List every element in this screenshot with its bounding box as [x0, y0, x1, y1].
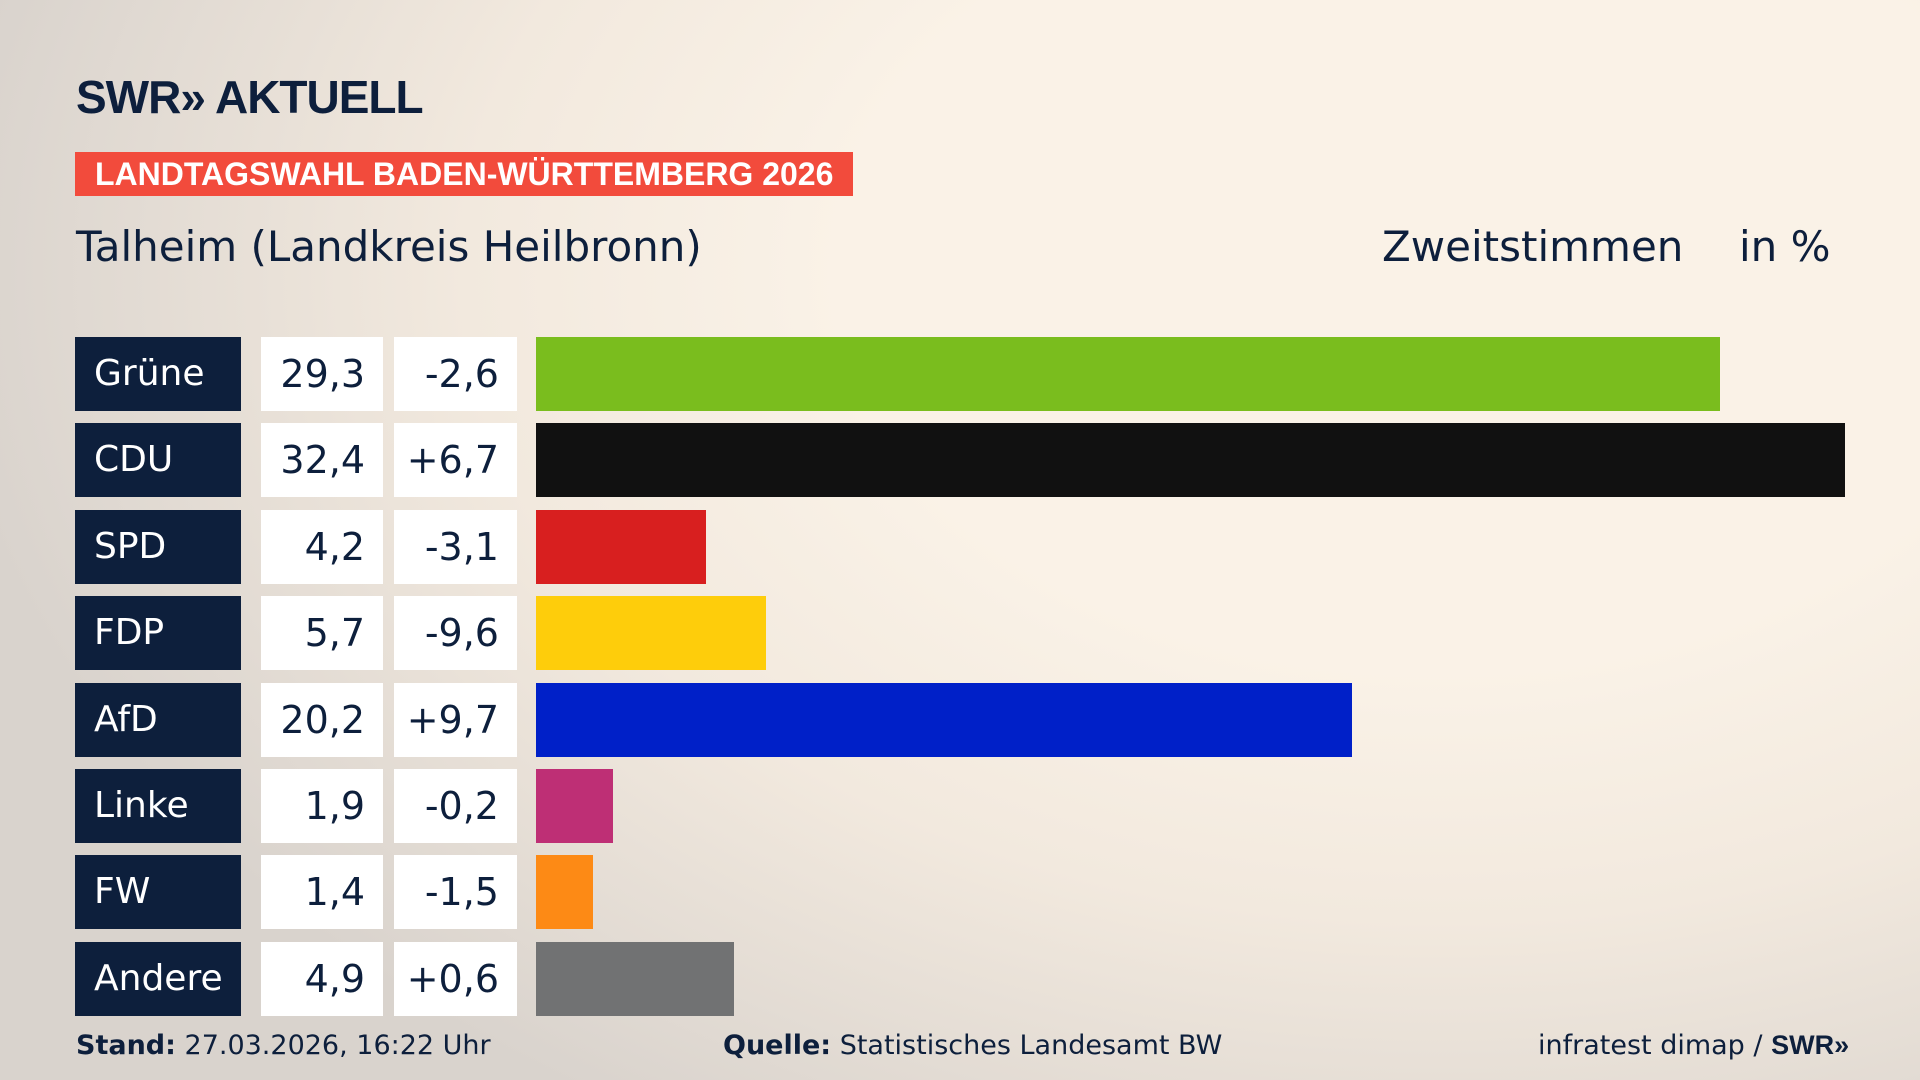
bar — [536, 337, 1720, 411]
party-label: Grüne — [75, 337, 241, 411]
value-label: 5,7 — [261, 596, 383, 671]
party-label: Linke — [75, 769, 241, 843]
bar — [536, 423, 1845, 498]
swr-aktuell-logo: SWR» AKTUELL — [76, 71, 424, 123]
party-label: AfD — [75, 682, 241, 757]
bar — [536, 509, 706, 584]
change-label: -1,5 — [394, 855, 517, 930]
stand-label: Stand: — [76, 1030, 176, 1061]
bar — [536, 596, 767, 671]
credit: infratest dimap / SWR» — [1538, 1030, 1849, 1061]
value-label: 20,2 — [261, 682, 383, 757]
source: Quelle: Statistisches Landesamt BW — [723, 1030, 1222, 1061]
election-banner: LANDTAGSWAHL BADEN-WÜRTTEMBERG 2026 — [75, 152, 854, 196]
party-label: CDU — [75, 423, 241, 498]
change-label: -9,6 — [394, 596, 517, 671]
credit-text: infratest dimap / — [1538, 1030, 1772, 1061]
change-label: -3,1 — [394, 509, 517, 584]
vote-type-label: Zweitstimmen — [1382, 222, 1684, 271]
value-label: 32,4 — [261, 423, 383, 498]
value-label: 29,3 — [261, 337, 383, 411]
unit-label: in % — [1739, 222, 1831, 271]
party-label: Andere — [75, 941, 241, 1016]
source-value: Statistisches Landesamt BW — [839, 1030, 1223, 1061]
change-label: +0,6 — [394, 941, 517, 1016]
bar — [536, 855, 593, 930]
timestamp: Stand: 27.03.2026, 16:22 Uhr — [76, 1030, 491, 1061]
stand-value: 27.03.2026, 16:22 Uhr — [184, 1030, 491, 1061]
change-label: -2,6 — [394, 337, 517, 411]
change-label: +9,7 — [394, 682, 517, 757]
value-label: 1,9 — [261, 769, 383, 843]
source-label: Quelle: — [723, 1030, 832, 1061]
change-label: -0,2 — [394, 769, 517, 843]
value-label: 4,9 — [261, 941, 383, 1016]
party-label: FW — [75, 855, 241, 930]
value-label: 1,4 — [261, 855, 383, 930]
bar — [536, 769, 613, 843]
place-title: Talheim (Landkreis Heilbronn) — [76, 222, 702, 271]
party-label: SPD — [75, 509, 241, 584]
swr-logo: SWR» — [1771, 1030, 1850, 1060]
party-label: FDP — [75, 596, 241, 671]
bar — [536, 941, 734, 1016]
change-label: +6,7 — [394, 423, 517, 498]
bar — [536, 682, 1353, 757]
value-label: 4,2 — [261, 509, 383, 584]
